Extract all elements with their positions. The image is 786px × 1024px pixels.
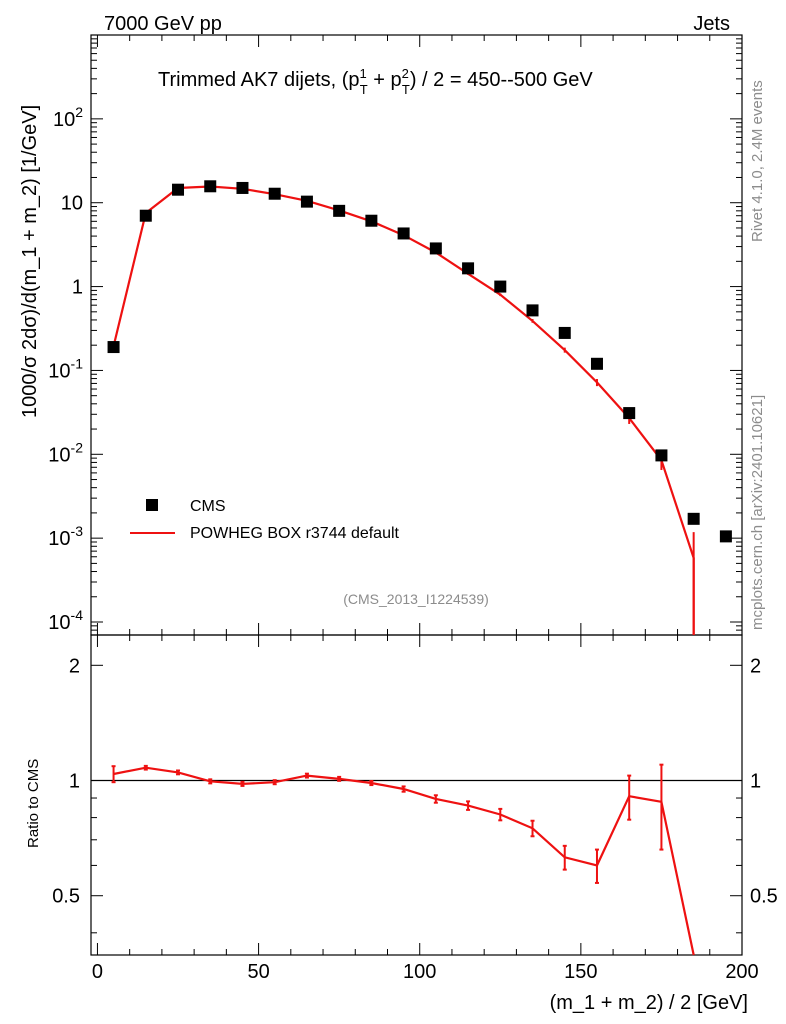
ratio-y-tick-label-right: 0.5	[750, 886, 778, 908]
ratio-y-axis-label: Ratio to CMS	[25, 759, 42, 848]
mcplots-label: mcplots.cern.ch [arXiv:2401.10621]	[749, 395, 766, 630]
y-tick-label: 10-4	[48, 607, 83, 634]
ratio-powheg-line	[113, 766, 695, 956]
cms-data-point	[365, 214, 378, 227]
y-tick-label: 10-3	[48, 523, 83, 550]
legend-powheg-label: POWHEG BOX r3744 default	[190, 525, 400, 542]
x-tick-label: 100	[403, 961, 436, 983]
y-tick-label: 1	[72, 277, 83, 299]
main-axes: 10-4 10-3 10-2 10-1 1 10 102	[48, 34, 743, 636]
ratio-plot-marks	[111, 763, 695, 956]
legend-cms-label: CMS	[190, 498, 226, 515]
legend-cms-marker	[146, 499, 158, 511]
ratio-y-tick-label: 1	[69, 771, 80, 793]
cms-data-point	[558, 326, 571, 339]
main-plot-title: Trimmed AK7 dijets, (p1 T + p2 T) / 2 = 45…	[158, 66, 593, 97]
x-tick-label: 200	[725, 961, 758, 983]
cms-data-point	[687, 512, 700, 525]
cms-data-point	[107, 341, 120, 354]
cms-data-point	[719, 530, 732, 543]
cms-data-point	[494, 280, 507, 293]
cms-data-point	[397, 227, 410, 240]
y-tick-label: 10-1	[48, 355, 83, 382]
rivet-version-label: Rivet 4.1.0, 2.4M events	[749, 80, 766, 242]
x-tick-label: 50	[247, 961, 269, 983]
cms-data-point	[139, 209, 152, 222]
analysis-id-label: (CMS_2013_I1224539)	[343, 591, 489, 607]
cms-data-point	[300, 195, 313, 208]
cms-data-point	[204, 180, 217, 193]
cms-data-point	[333, 204, 346, 217]
cms-data-point	[268, 187, 281, 200]
header-left-label: 7000 GeV pp	[104, 13, 222, 35]
main-plot-marks	[107, 180, 732, 635]
cms-data-point	[429, 242, 442, 255]
y-tick-label: 10	[61, 193, 83, 215]
cms-data-point	[623, 407, 636, 420]
powheg-line	[112, 185, 695, 635]
ratio-y-tick-label-right: 1	[750, 771, 761, 793]
y-tick-label: 10-2	[48, 439, 83, 466]
ratio-y-tick-label: 2	[69, 655, 80, 677]
cms-data-point	[462, 262, 475, 275]
x-tick-label: 0	[92, 961, 103, 983]
header-right-label: Jets	[693, 13, 730, 35]
cms-data-point	[526, 304, 539, 317]
ratio-plot-frame	[90, 634, 743, 956]
cms-data-point	[655, 449, 668, 462]
ratio-y-tick-label-right: 2	[750, 655, 761, 677]
x-axis-label: (m_1 + m_2) / 2 [GeV]	[550, 992, 748, 1014]
main-plot-frame	[90, 34, 743, 636]
y-tick-label: 102	[53, 104, 83, 131]
ratio-y-tick-label: 0.5	[52, 886, 80, 908]
legend: CMS POWHEG BOX r3744 default	[130, 498, 400, 542]
x-tick-label: 150	[564, 961, 597, 983]
cms-data-point	[590, 357, 603, 370]
cms-data-point	[236, 181, 249, 194]
ratio-axes: 0 50 100 150 200 0.5 0.5 1 1 2 2	[52, 623, 778, 983]
main-y-axis-label: 1000/σ 2dσ)/d(m_1 + m_2) [1/GeV]	[19, 105, 41, 418]
cms-data-point	[172, 183, 185, 196]
